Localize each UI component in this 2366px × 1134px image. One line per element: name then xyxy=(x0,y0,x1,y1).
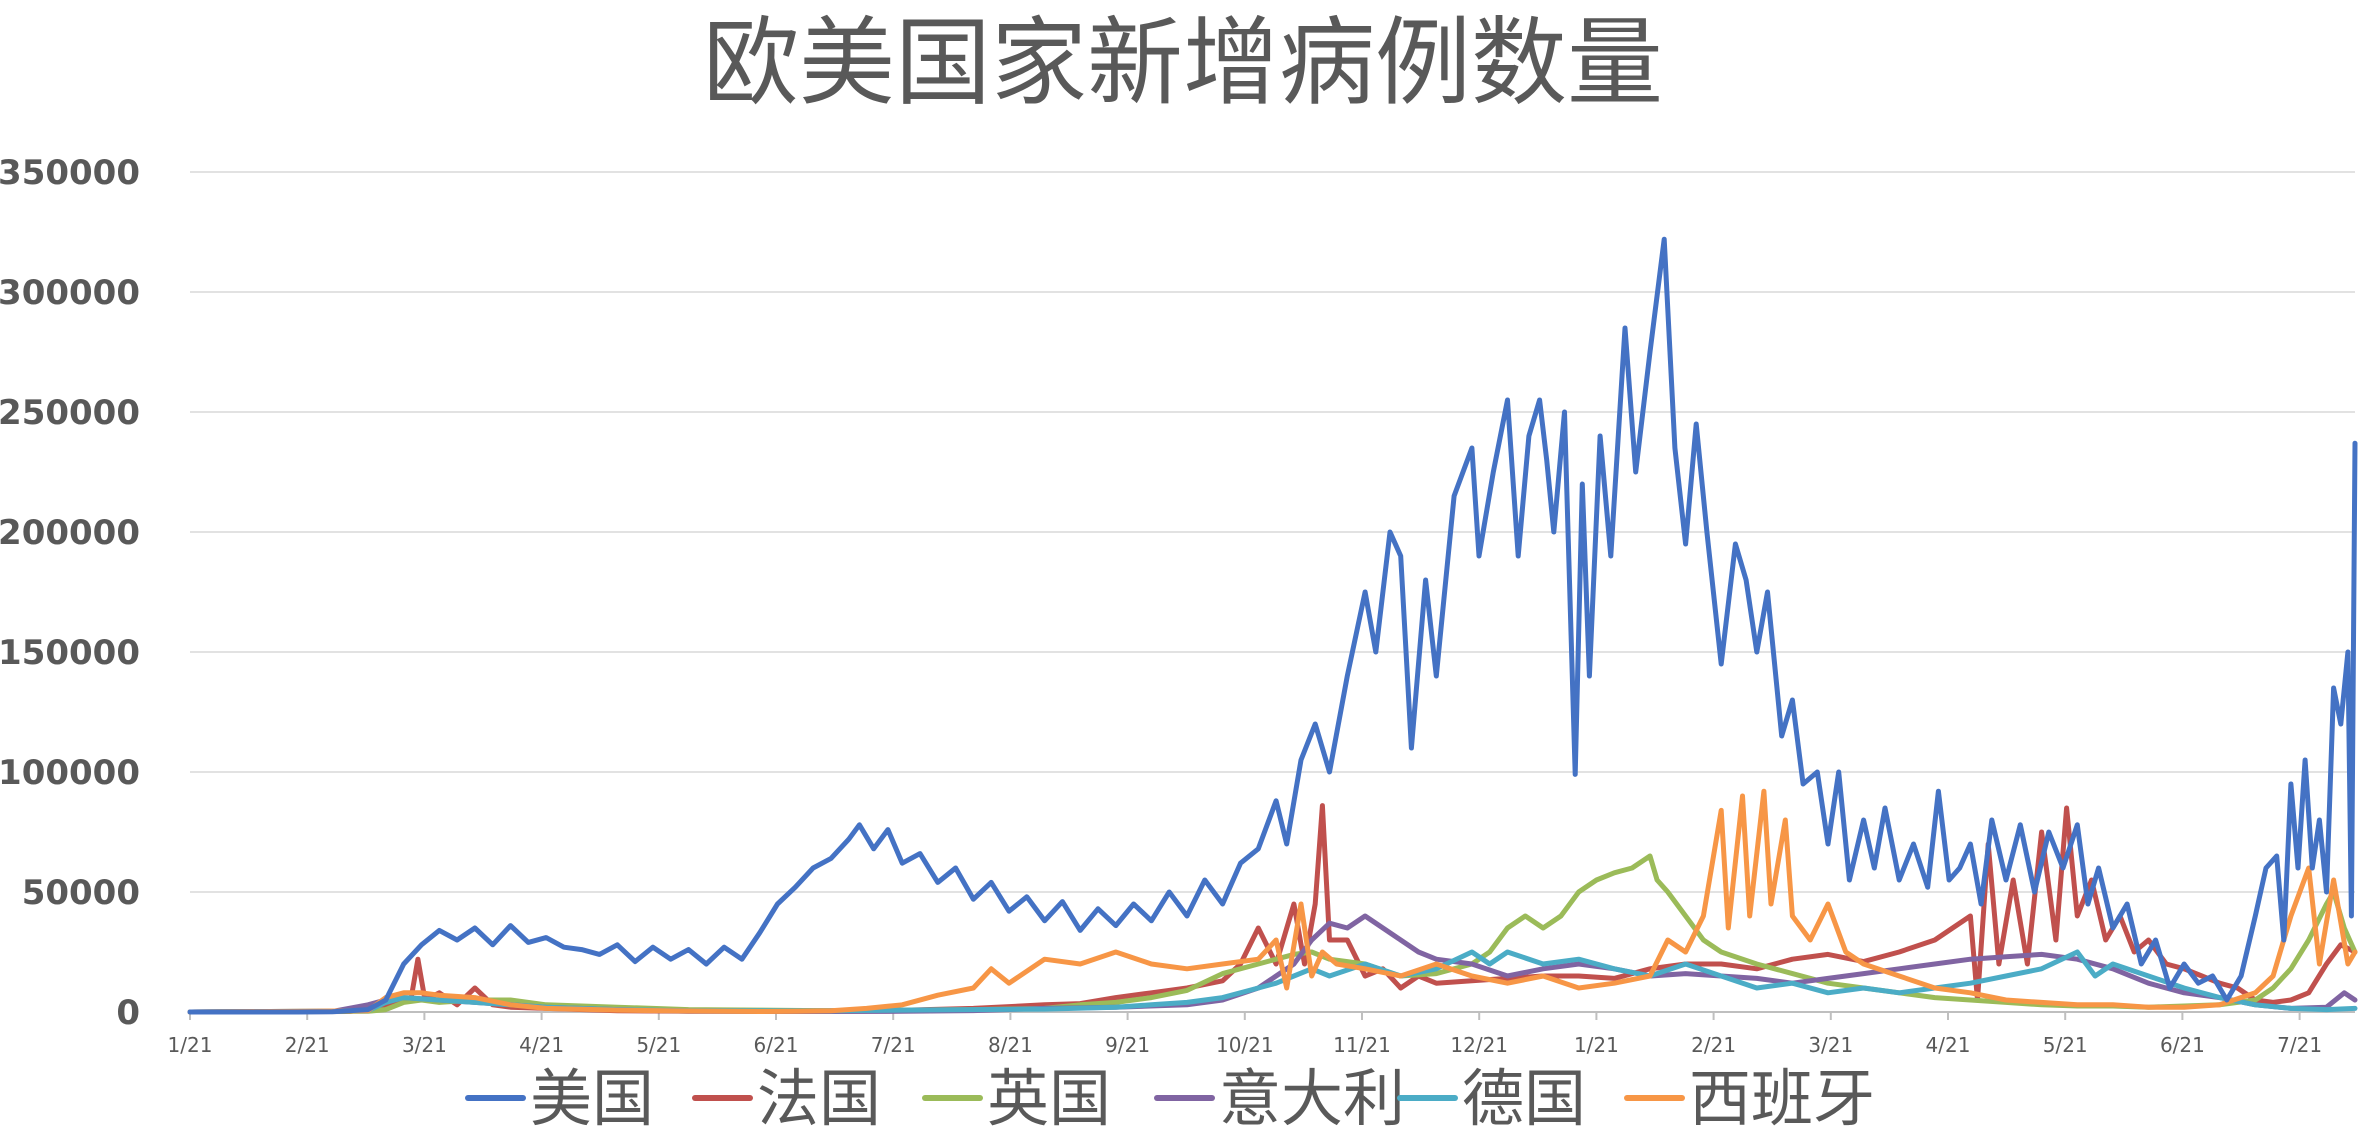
x-tick-label: 2/21 xyxy=(1691,1033,1736,1057)
y-tick-label: 100000 xyxy=(0,753,140,793)
legend-label: 美国 xyxy=(530,1062,654,1134)
x-tick-label: 1/21 xyxy=(1574,1033,1619,1057)
y-axis-ticks: 0 50000 100000 150000 200000 250000 300000 3500… xyxy=(0,153,140,1033)
legend-label: 西班牙 xyxy=(1689,1062,1875,1134)
legend-label: 英国 xyxy=(987,1062,1111,1134)
legend-label: 法国 xyxy=(757,1062,881,1134)
x-tick-label: 4/21 xyxy=(1926,1033,1971,1057)
x-tick-label: 5/21 xyxy=(2043,1033,2088,1057)
x-tick-label: 5/21 xyxy=(636,1033,681,1057)
x-axis-ticks: 1/21 2/21 3/21 4/21 5/21 6/21 7/21 8/21 9/21 10/2… xyxy=(168,1012,2322,1057)
y-tick-label: 200000 xyxy=(0,513,140,553)
x-tick-label: 4/21 xyxy=(519,1033,564,1057)
x-tick-label: 9/21 xyxy=(1105,1033,1150,1057)
x-tick-label: 8/21 xyxy=(988,1033,1033,1057)
series-line xyxy=(187,236,2358,1015)
gridlines xyxy=(190,171,2355,1013)
legend-label: 德国 xyxy=(1462,1062,1586,1134)
x-tick-label: 11/21 xyxy=(1333,1033,1391,1057)
legend-label: 意大利 xyxy=(1219,1062,1405,1134)
x-tick-label: 12/21 xyxy=(1450,1033,1508,1057)
y-tick-label: 250000 xyxy=(0,393,140,433)
x-tick-label: 6/21 xyxy=(2160,1033,2205,1057)
x-tick-label: 7/21 xyxy=(871,1033,916,1057)
y-tick-label: 50000 xyxy=(22,873,140,913)
y-tick-label: 350000 xyxy=(0,153,140,193)
series-line xyxy=(187,788,2358,1015)
x-tick-label: 7/21 xyxy=(2277,1033,2322,1057)
x-tick-label: 2/21 xyxy=(285,1033,330,1057)
legend: 美国 法国 英国 意大利 德国 西班牙 xyxy=(465,1062,1875,1134)
y-tick-label: 150000 xyxy=(0,633,140,673)
x-tick-label: 6/21 xyxy=(754,1033,799,1057)
x-tick-label: 3/21 xyxy=(1808,1033,1853,1057)
x-tick-label: 3/21 xyxy=(402,1033,447,1057)
y-tick-label: 300000 xyxy=(0,273,140,313)
series-lines xyxy=(187,236,2358,1015)
x-tick-label: 10/21 xyxy=(1216,1033,1274,1057)
x-tick-label: 1/21 xyxy=(168,1033,213,1057)
chart-title: 欧美国家新增病例数量 xyxy=(703,7,1663,119)
y-tick-label: 0 xyxy=(116,993,140,1033)
